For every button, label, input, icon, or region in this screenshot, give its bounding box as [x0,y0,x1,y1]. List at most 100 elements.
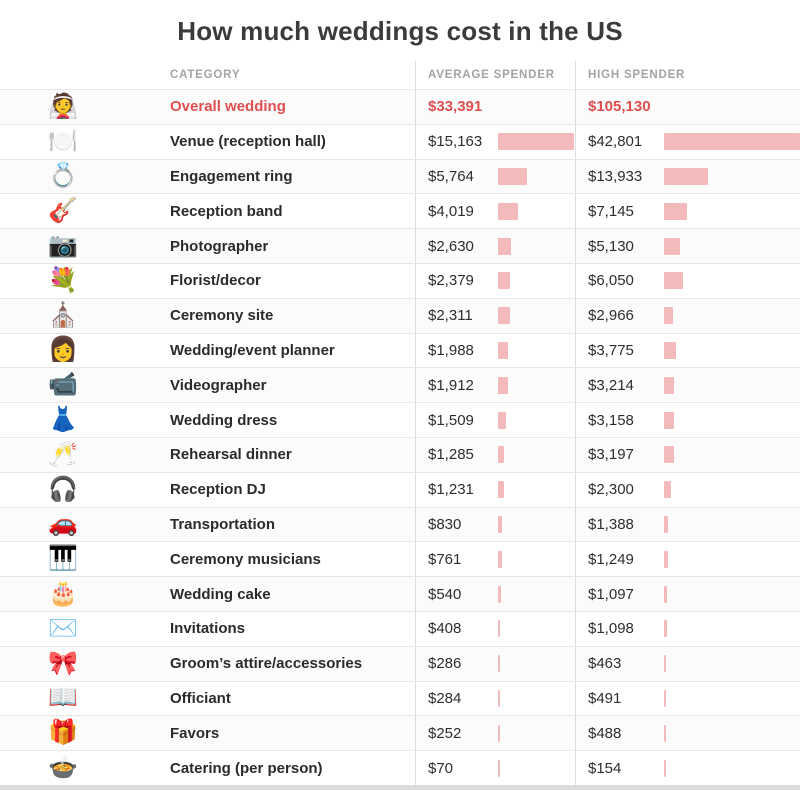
chart-title: How much weddings cost in the US [177,16,623,46]
average-bar [498,724,500,742]
category-label: Wedding cake [170,585,271,603]
average-value: $761 [428,550,462,568]
column-header-high-spender: HIGH SPENDER [588,69,686,81]
keyboard-icon: 🎹 [48,545,78,573]
high-value: $2,300 [588,481,634,499]
planner-icon: 👩 [48,336,78,364]
table-row: 📖 Officiant $284 $491 [0,680,800,716]
high-bar [664,724,666,742]
table-row: 🎀 Groom’s attire/accessories $286 $463 [0,645,800,681]
high-value: $3,197 [588,446,634,464]
champagne-icon: 🥂 [48,440,78,468]
category-label: Ceremony musicians [170,550,321,568]
average-bar [498,167,527,185]
table-row: 👗 Wedding dress $1,509 $3,158 [0,402,800,437]
category-label: Invitations [170,620,246,638]
category-label: Engagement ring [170,167,293,185]
table-row: 🎁 Favors $252 $488 [0,715,800,751]
dj-turntable-icon: 🎧 [48,475,78,503]
flowers-icon: 💐 [48,266,78,294]
high-bar [664,655,666,673]
average-bar [498,655,500,673]
high-bar [664,585,667,603]
average-value: $33,391 [428,98,483,116]
food-plate-icon: 🍲 [48,754,78,782]
high-value: $1,097 [588,585,634,603]
average-bar [498,341,508,359]
category-label: Wedding/event planner [170,341,335,359]
camera-icon: 📷 [48,232,78,260]
average-bar [498,272,510,290]
average-value: $284 [428,689,462,707]
wedding-cake-icon: 🎂 [48,580,78,608]
table-row: 📹 Videographer $1,912 $3,214 [0,367,800,403]
category-label: Catering (per person) [170,759,323,777]
high-value: $1,098 [588,620,634,638]
high-value: $2,966 [588,307,634,325]
average-bar [498,515,502,533]
invitations-icon: ✉️ [48,614,78,642]
high-bar [664,167,708,185]
table-row: ✉️ Invitations $408 $1,098 [0,610,800,646]
average-bar [498,133,574,151]
icon-column-spacer [0,61,170,89]
average-bar [498,585,501,603]
high-bar [664,307,673,325]
average-bar [498,759,500,777]
table-row: 🚗 Transportation $830 $1,388 [0,506,800,542]
high-value: $491 [588,689,622,707]
category-label: Transportation [170,515,276,533]
guitar-icon: 🎸 [48,197,78,225]
average-value: $4,019 [428,202,474,220]
table-row: 👩 Wedding/event planner $1,988 $3,775 [0,332,800,368]
table-row: 💐 Florist/decor $2,379 $6,050 [0,262,800,298]
table-row: 🎸 Reception band $4,019 $7,145 [0,193,800,229]
high-value: $1,388 [588,515,634,533]
gift-icon: 🎁 [48,719,78,747]
average-value: $15,163 [428,133,483,151]
high-bar [664,620,667,638]
high-bar [664,133,800,151]
category-label: Reception DJ [170,481,266,499]
high-bar [664,341,676,359]
average-bar [498,202,518,220]
high-value: $3,158 [588,411,634,429]
average-value: $70 [428,759,454,777]
engagement-ring-icon: 💍 [48,162,78,190]
high-value: $13,933 [588,167,643,185]
column-header-average-spender: AVERAGE SPENDER [428,69,555,81]
cost-table: CATEGORY AVERAGE SPENDER HIGH SPENDER 👰 … [0,61,800,790]
high-value: $3,775 [588,341,634,359]
category-label: Videographer [170,376,267,394]
high-value: $154 [588,759,622,777]
average-bar [498,237,511,255]
high-value: $5,130 [588,237,634,255]
high-value: $6,050 [588,272,634,290]
category-label: Favors [170,724,220,742]
video-camera-icon: 📹 [48,371,78,399]
average-value: $1,231 [428,481,474,499]
high-value: $1,249 [588,550,634,568]
average-bar [498,446,504,464]
bow-tie-icon: 🎀 [48,649,78,677]
average-value: $540 [428,585,462,603]
average-value: $1,509 [428,411,474,429]
average-bar [498,620,500,638]
category-label: Photographer [170,237,269,255]
high-bar [664,550,668,568]
high-value: $488 [588,724,622,742]
average-bar [498,411,506,429]
table-row: 🎹 Ceremony musicians $761 $1,249 [0,541,800,577]
category-label: Wedding dress [170,411,278,429]
high-value: $7,145 [588,202,634,220]
average-value: $1,285 [428,446,474,464]
average-bar [498,481,504,499]
average-bar [498,307,510,325]
table-row: 👰 Overall wedding $33,391 $105,130 [0,89,800,124]
open-book-icon: 📖 [48,684,78,712]
table-row: 🥂 Rehearsal dinner $1,285 $3,197 [0,436,800,472]
high-value: $463 [588,655,622,673]
average-value: $1,912 [428,376,474,394]
high-value: $3,214 [588,376,634,394]
